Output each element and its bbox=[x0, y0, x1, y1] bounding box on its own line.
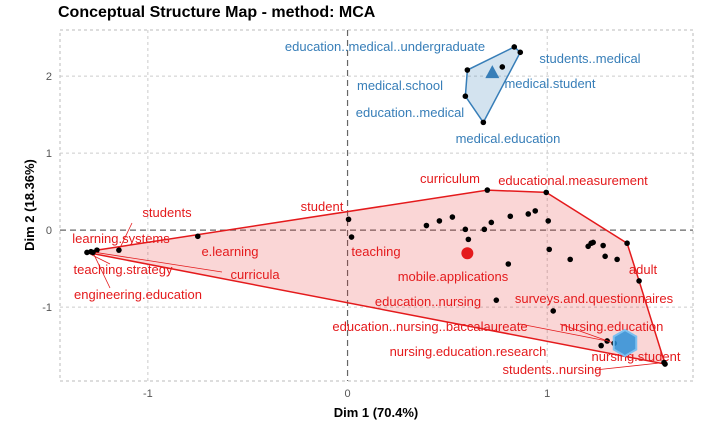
point-label: educational.measurement bbox=[498, 173, 648, 188]
data-point bbox=[598, 342, 604, 349]
point-label: students..medical bbox=[539, 51, 640, 66]
point-label: surveys.and.questionnaires bbox=[515, 291, 674, 306]
data-point bbox=[481, 226, 488, 233]
data-point bbox=[505, 261, 512, 267]
hexagon-logo-icon bbox=[612, 328, 638, 358]
data-point bbox=[436, 218, 443, 224]
y-tick-label: -1 bbox=[42, 302, 52, 314]
data-point bbox=[464, 67, 471, 73]
data-point bbox=[567, 256, 573, 263]
x-tick-label: 1 bbox=[544, 388, 550, 400]
data-point bbox=[602, 253, 608, 260]
data-point bbox=[636, 278, 642, 284]
point-label: students..nursing bbox=[502, 362, 601, 377]
data-point bbox=[661, 359, 667, 366]
data-point bbox=[614, 256, 620, 263]
data-point bbox=[532, 208, 539, 214]
cluster-hull bbox=[464, 46, 522, 124]
data-point bbox=[480, 119, 487, 126]
x-axis-label: Dim 1 (70.4%) bbox=[334, 405, 419, 420]
data-point bbox=[517, 49, 524, 56]
data-point bbox=[624, 240, 630, 247]
data-point bbox=[550, 308, 557, 314]
point-label: engineering.education bbox=[74, 287, 202, 302]
y-axis-label: Dim 2 (18.36%) bbox=[22, 159, 37, 251]
point-label: students bbox=[142, 205, 192, 220]
point-label: mobile.applications bbox=[398, 269, 509, 284]
point-label: education..medical bbox=[356, 105, 465, 120]
cluster-centroid bbox=[461, 247, 474, 260]
data-point bbox=[600, 242, 606, 249]
point-label: education..nursing..baccalaureate bbox=[332, 319, 527, 334]
point-label: student bbox=[301, 199, 344, 214]
point-label: e.learning bbox=[201, 244, 258, 259]
data-point bbox=[525, 211, 532, 217]
data-point bbox=[488, 219, 495, 226]
leader-line bbox=[92, 252, 111, 289]
data-point bbox=[546, 246, 553, 253]
y-tick-label: 2 bbox=[46, 71, 52, 83]
data-point bbox=[348, 234, 355, 240]
cluster-centroid bbox=[485, 65, 500, 79]
point-label: teaching bbox=[351, 244, 400, 259]
data-point bbox=[511, 44, 518, 50]
data-point bbox=[423, 222, 430, 229]
y-tick-label: 0 bbox=[46, 225, 52, 237]
data-point bbox=[465, 236, 472, 243]
point-label: medical.school bbox=[357, 78, 443, 93]
point-label: medical.education bbox=[456, 131, 561, 146]
point-label: nursing.education bbox=[561, 319, 664, 334]
x-tick-label: -1 bbox=[143, 388, 153, 400]
point-label: nursing.education.research bbox=[390, 344, 547, 359]
point-label: curricula bbox=[230, 267, 280, 282]
leader-line bbox=[594, 362, 665, 371]
data-point bbox=[462, 226, 469, 233]
data-point bbox=[449, 214, 456, 220]
data-point bbox=[116, 247, 122, 253]
point-label: education..medical..undergraduate bbox=[285, 39, 485, 54]
point-label: medical.student bbox=[504, 76, 595, 91]
point-label: curriculum bbox=[420, 171, 480, 186]
leader-line bbox=[519, 323, 608, 342]
data-point bbox=[507, 213, 514, 220]
y-tick-label: 1 bbox=[46, 148, 52, 160]
leader-line bbox=[90, 251, 223, 273]
leader-line bbox=[118, 222, 133, 251]
chart-title: Conceptual Structure Map - method: MCA bbox=[58, 4, 376, 21]
point-label: adult bbox=[629, 262, 658, 277]
data-point bbox=[545, 218, 552, 224]
cluster-hull bbox=[86, 189, 667, 366]
point-label: teaching.strategy bbox=[73, 262, 173, 277]
data-point bbox=[493, 297, 500, 303]
data-point bbox=[543, 189, 550, 196]
data-point bbox=[462, 93, 469, 99]
data-point bbox=[484, 187, 491, 193]
data-point bbox=[499, 64, 506, 70]
point-label: learning.systems bbox=[72, 231, 170, 246]
data-point bbox=[194, 233, 201, 240]
data-point bbox=[590, 239, 596, 246]
point-label: education..nursing bbox=[375, 294, 481, 309]
data-point bbox=[345, 216, 352, 223]
leader-line bbox=[559, 323, 615, 344]
point-label: nursing.student bbox=[592, 349, 681, 364]
data-point bbox=[90, 249, 96, 256]
x-tick-label: 0 bbox=[344, 388, 350, 400]
plot-panel bbox=[59, 29, 694, 382]
